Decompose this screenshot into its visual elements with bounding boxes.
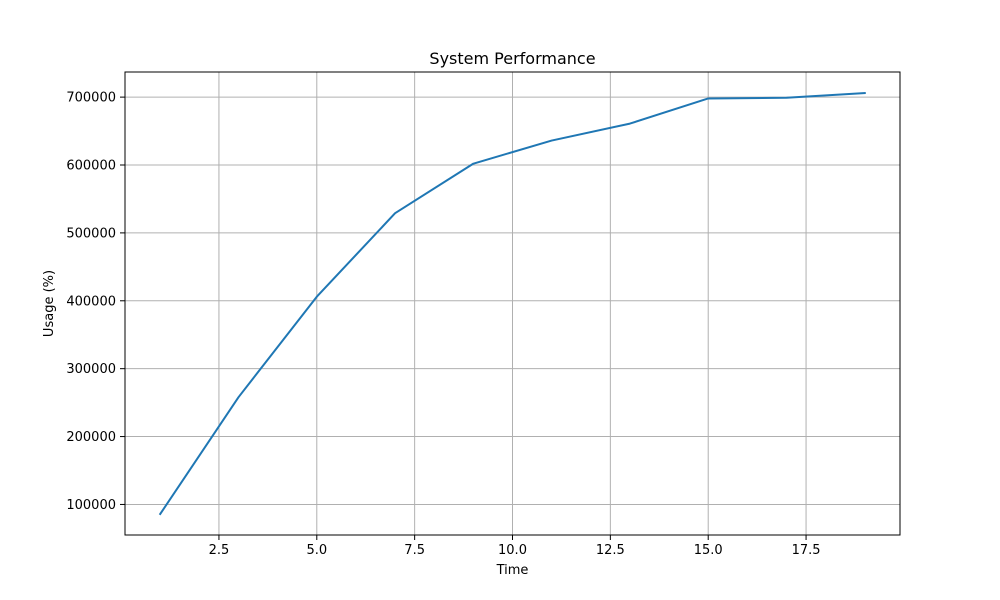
x-tick-label: 10.0 (498, 543, 527, 558)
y-tick-label: 200000 (66, 430, 116, 445)
x-tick-label: 7.5 (404, 543, 425, 558)
x-tick-label: 2.5 (209, 543, 230, 558)
series-layer (158, 91, 866, 516)
y-tick-label: 400000 (66, 294, 116, 309)
chart-title: System Performance (429, 49, 595, 68)
series-line (158, 91, 866, 516)
y-tick-label: 700000 (66, 91, 116, 106)
x-axis: 2.5 5.0 7.5 10.0 12.5 15.0 17.5 (209, 535, 821, 558)
x-axis-label: Time (496, 563, 529, 578)
y-tick-label: 300000 (66, 362, 116, 377)
x-tick-label: 5.0 (306, 543, 327, 558)
x-tick-label: 15.0 (694, 543, 723, 558)
x-tick-label: 12.5 (596, 543, 625, 558)
x-tick-label: 17.5 (792, 543, 821, 558)
y-tick-label: 500000 (66, 226, 116, 241)
y-axis-label: Usage (%) (42, 270, 57, 337)
y-tick-label: 100000 (66, 498, 116, 513)
y-tick-label: 600000 (66, 159, 116, 174)
y-axis: 100000 200000 300000 400000 500000 600000 7000… (66, 91, 125, 513)
